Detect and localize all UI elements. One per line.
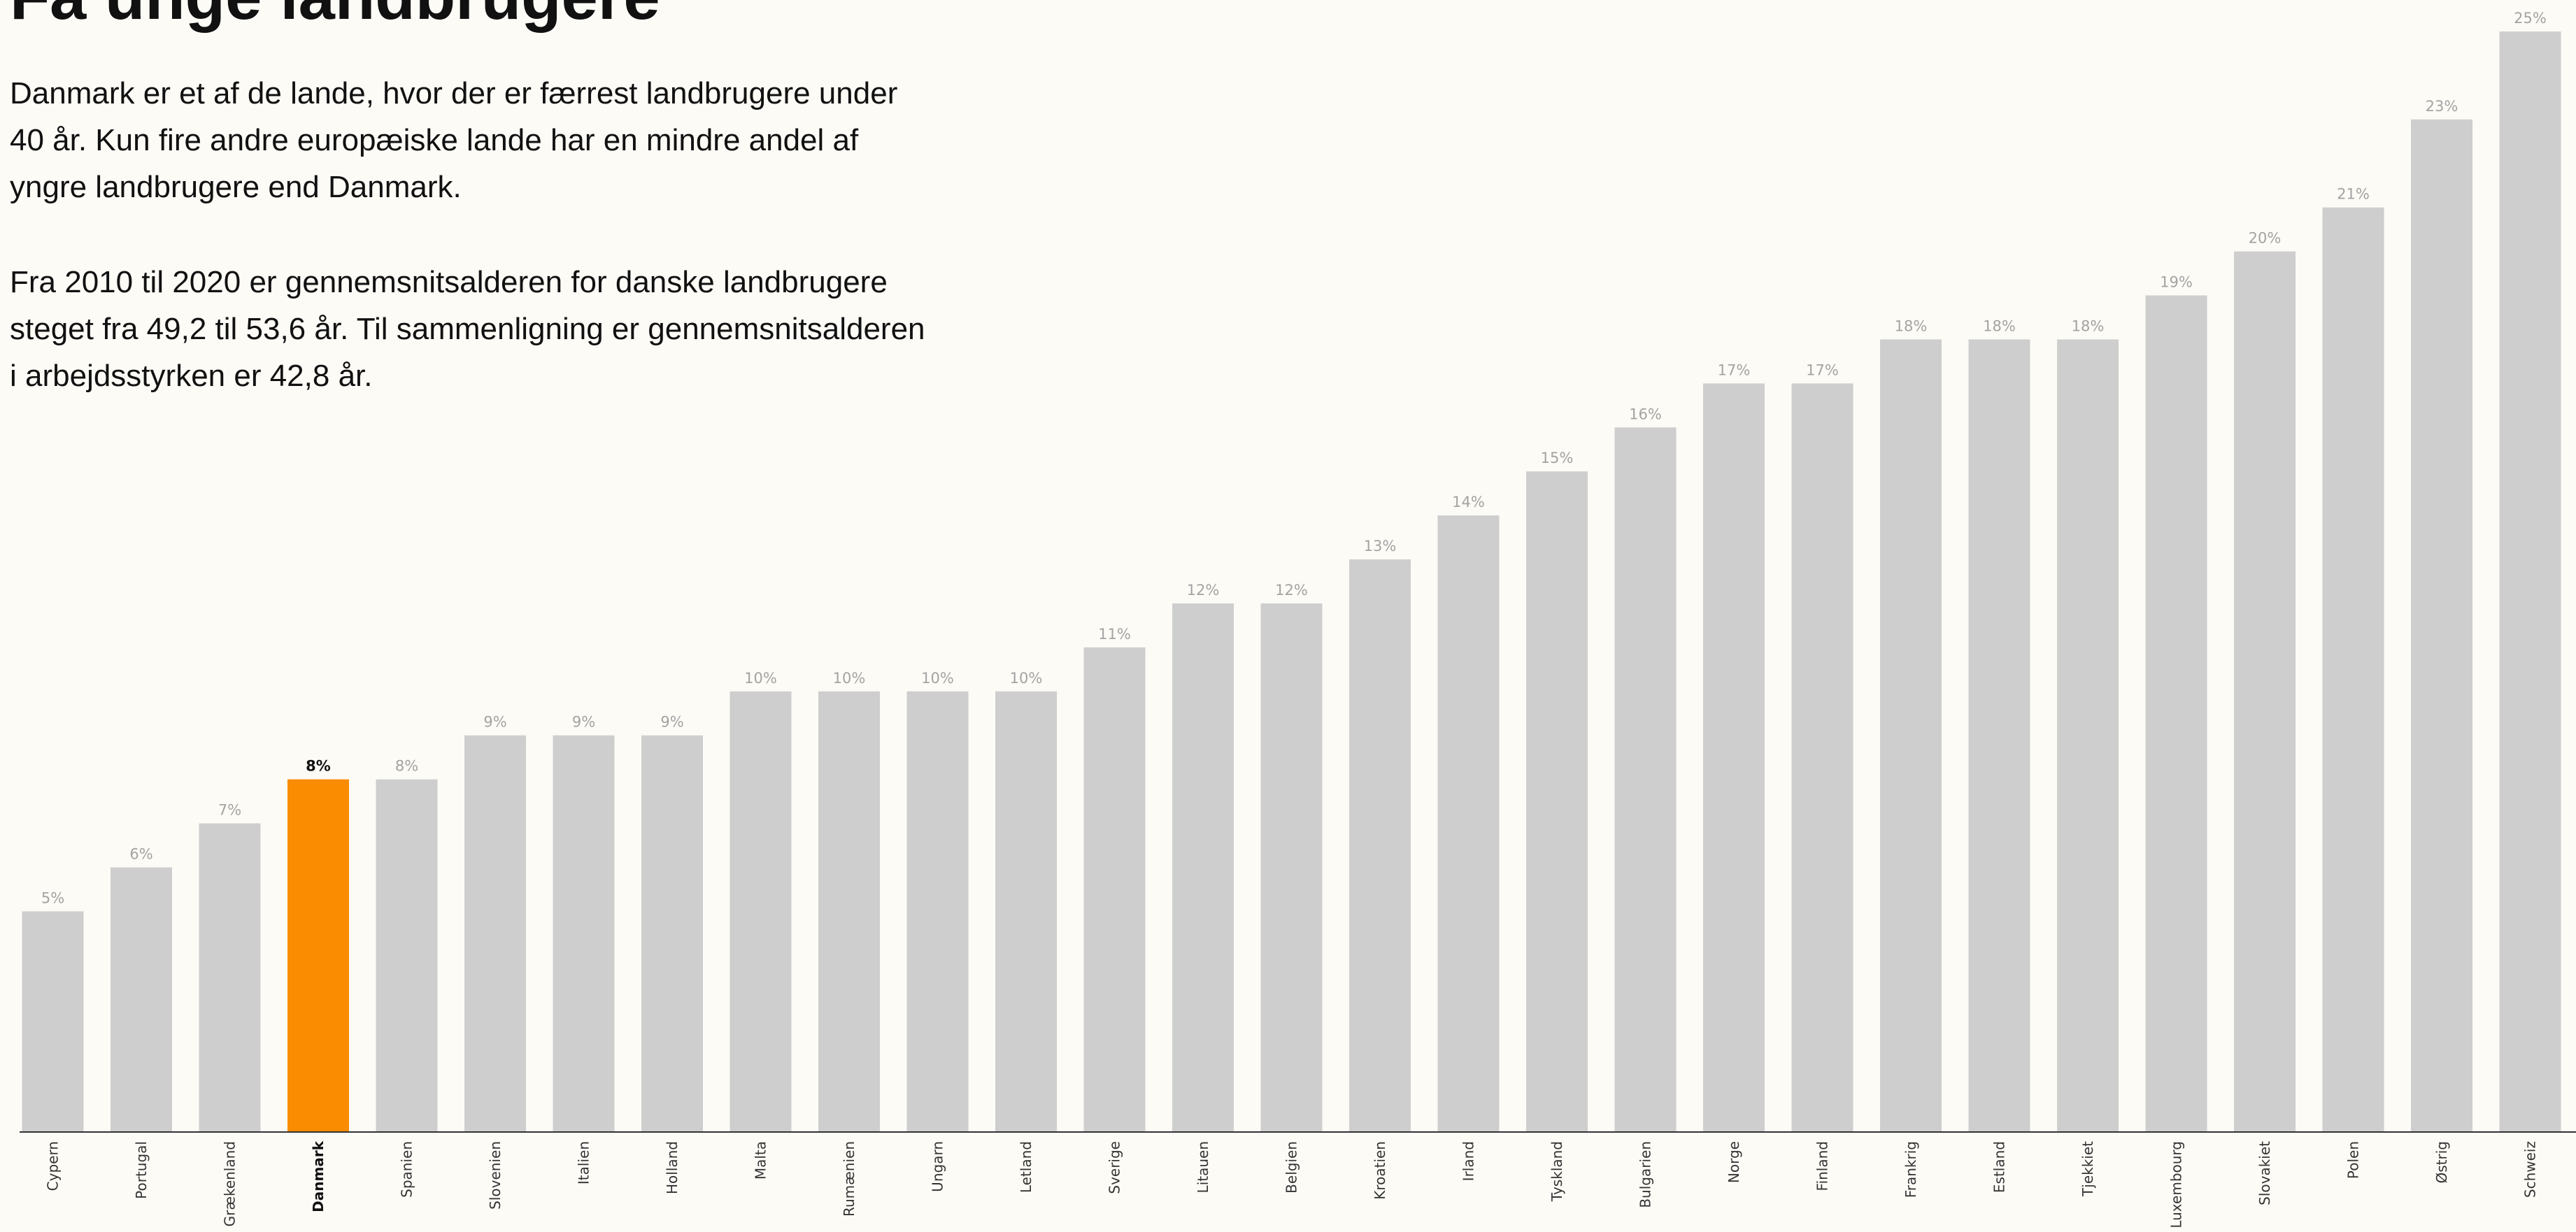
value-label-irland: 14%: [1452, 494, 1485, 510]
category-label-tyskland: Tyskland: [1549, 1141, 1565, 1202]
category-label-italien: Italien: [576, 1141, 592, 1184]
category-label-norge: Norge: [1725, 1141, 1742, 1183]
value-label-frankrig: 18%: [1895, 317, 1928, 334]
bar-frankrig: [1880, 339, 1942, 1131]
category-label-polen: Polen: [2345, 1141, 2362, 1179]
value-label-bulgarien: 16%: [1629, 406, 1662, 422]
category-label-slovenien: Slovenien: [487, 1141, 504, 1210]
category-label-graekenland: Grækenland: [222, 1141, 239, 1226]
bar-tyskland: [1526, 471, 1588, 1131]
bar-italien: [553, 735, 615, 1131]
category-label-sverige: Sverige: [1106, 1141, 1123, 1194]
bar-litauen: [1172, 603, 1234, 1131]
value-label-slovenien: 9%: [483, 714, 506, 731]
value-label-danmark: 8%: [306, 758, 331, 775]
category-label-irland: Irland: [1460, 1141, 1477, 1181]
category-label-ungarn: Ungarn: [930, 1141, 946, 1192]
bar-luxembourg: [2145, 295, 2207, 1131]
bar-oestrig: [2411, 119, 2472, 1131]
category-label-spanien: Spanien: [399, 1141, 415, 1198]
bar-finland: [1791, 383, 1853, 1131]
value-label-portugal: 6%: [129, 846, 152, 863]
value-label-oestrig: 23%: [2426, 98, 2458, 115]
value-label-holland: 9%: [660, 714, 683, 731]
category-label-holland: Holland: [664, 1141, 681, 1194]
bar-kroatien: [1349, 559, 1411, 1131]
bar-rumaenien: [818, 691, 880, 1131]
category-label-belgien: Belgien: [1283, 1141, 1300, 1194]
category-label-litauen: Litauen: [1195, 1141, 1211, 1193]
value-label-letland: 10%: [1010, 670, 1043, 687]
bar-sverige: [1083, 647, 1146, 1131]
value-label-graekenland: 7%: [218, 802, 241, 819]
category-label-luxembourg: Luxembourg: [2168, 1141, 2185, 1229]
bar-slovenien: [464, 735, 526, 1131]
value-label-slovakiet: 20%: [2249, 230, 2282, 247]
bar-spanien: [376, 779, 438, 1131]
value-label-spanien: 8%: [395, 758, 418, 775]
bar-estland: [1968, 339, 2030, 1131]
category-label-kroatien: Kroatien: [1372, 1141, 1388, 1200]
bar-norge: [1703, 383, 1765, 1131]
bar-polen: [2322, 207, 2384, 1132]
bar-tjekkiet: [2057, 339, 2119, 1131]
bar-malta: [730, 691, 792, 1131]
value-label-belgien: 12%: [1275, 582, 1308, 599]
value-label-cypern: 5%: [41, 889, 64, 906]
category-label-finland: Finland: [1814, 1141, 1831, 1191]
category-label-letland: Letland: [1018, 1141, 1034, 1193]
category-label-portugal: Portugal: [133, 1141, 150, 1199]
value-label-estland: 18%: [1983, 317, 2016, 334]
category-label-frankrig: Frankrig: [1902, 1141, 1919, 1198]
bar-schweiz: [2499, 31, 2561, 1131]
value-label-polen: 21%: [2337, 186, 2370, 203]
category-label-tjekkiet: Tjekkiet: [2079, 1141, 2096, 1197]
value-label-norge: 17%: [1718, 361, 1751, 378]
value-label-luxembourg: 19%: [2160, 274, 2193, 291]
bar-graekenland: [199, 823, 261, 1131]
value-label-schweiz: 25%: [2514, 10, 2547, 27]
value-label-ungarn: 10%: [921, 670, 954, 687]
bar-belgien: [1260, 603, 1323, 1131]
value-label-malta: 10%: [744, 670, 777, 687]
intro-paragraph-1: Danmark er et af de lande, hvor der er f…: [10, 76, 898, 204]
bar-irland: [1437, 515, 1500, 1131]
category-label-slovakiet: Slovakiet: [2256, 1141, 2273, 1205]
bar-letland: [995, 691, 1057, 1131]
value-label-italien: 9%: [572, 714, 595, 731]
category-label-estland: Estland: [1991, 1141, 2008, 1193]
value-label-litauen: 12%: [1187, 582, 1220, 599]
bar-bulgarien: [1614, 427, 1677, 1131]
bar-ungarn: [906, 691, 969, 1131]
value-label-finland: 17%: [1806, 361, 1839, 378]
value-label-kroatien: 13%: [1364, 538, 1397, 554]
bar-slovakiet: [2234, 251, 2296, 1132]
category-label-cypern: Cypern: [45, 1141, 62, 1191]
bar-danmark: [287, 779, 349, 1131]
value-label-tjekkiet: 18%: [2072, 317, 2105, 334]
category-label-malta: Malta: [753, 1141, 769, 1180]
value-label-sverige: 11%: [1098, 626, 1131, 643]
value-label-rumaenien: 10%: [833, 670, 866, 687]
bar-holland: [641, 735, 703, 1131]
category-label-danmark: Danmark: [310, 1140, 327, 1212]
value-label-tyskland: 15%: [1541, 450, 1574, 466]
bar-portugal: [111, 867, 172, 1131]
bar-cypern: [22, 911, 84, 1131]
intro-paragraph-2: Fra 2010 til 2020 er gennemsnitsalderen …: [10, 265, 925, 393]
category-label-rumaenien: Rumænien: [841, 1141, 858, 1217]
page-title: Få unge landbrugere: [10, 0, 660, 29]
category-label-bulgarien: Bulgarien: [1637, 1141, 1654, 1208]
category-label-oestrig: Østrig: [2433, 1141, 2450, 1183]
category-label-schweiz: Schweiz: [2522, 1141, 2539, 1198]
